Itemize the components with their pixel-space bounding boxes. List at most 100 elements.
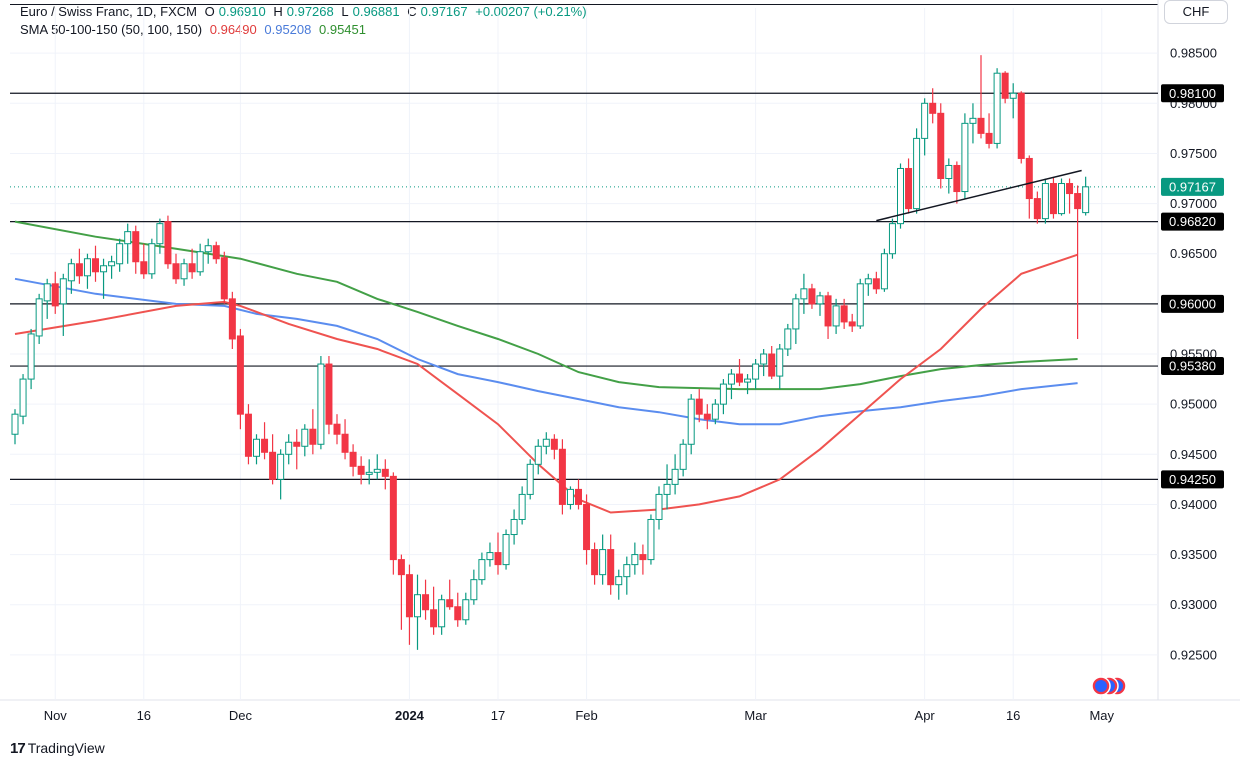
candle-up — [776, 348, 784, 377]
candle-up — [11, 413, 19, 435]
candle-up — [655, 493, 663, 520]
open-label: O — [204, 4, 215, 19]
x-tick-label: May — [1089, 708, 1114, 723]
sma50-value: 0.96490 — [209, 22, 257, 37]
candle-up — [67, 263, 75, 282]
candle-down — [293, 441, 301, 447]
candle-down — [1066, 183, 1074, 195]
candle-up — [19, 378, 27, 417]
candle-down — [1017, 92, 1025, 159]
candle-up — [945, 164, 953, 180]
candle-up — [800, 288, 808, 300]
candle-down — [349, 451, 357, 467]
candle-down — [454, 606, 462, 621]
tradingview-brand[interactable]: 17 TradingView — [10, 740, 105, 757]
symbol-title: Euro / Swiss Franc, 1D, FXCM — [20, 4, 197, 19]
candle-down — [1074, 193, 1082, 210]
x-tick-label: 16 — [137, 708, 151, 723]
candle-down — [929, 102, 937, 114]
candle-up — [832, 305, 840, 327]
candle-down — [92, 258, 99, 273]
candle-down — [736, 373, 743, 383]
candle-up — [760, 353, 768, 365]
candle-down — [341, 433, 349, 453]
close-value: 0.97167 — [420, 4, 468, 19]
candle-up — [438, 599, 446, 628]
candle-down — [953, 164, 961, 193]
candle-down — [808, 288, 816, 305]
candle-down — [236, 335, 244, 415]
candle-down — [1025, 157, 1033, 200]
candle-down — [381, 468, 389, 477]
candle-up — [671, 468, 679, 485]
candle-up — [462, 599, 470, 621]
candle-up — [478, 559, 486, 581]
candle-up — [414, 594, 421, 618]
y-tick-label: 0.92500 — [1170, 647, 1217, 662]
candle-up — [204, 245, 212, 253]
candle-down — [422, 594, 430, 611]
indicator-header[interactable]: SMA 50-100-150 (50, 100, 150) 0.96490 0.… — [20, 22, 370, 37]
candle-down — [1001, 72, 1009, 99]
sma50-line — [14, 253, 1078, 514]
candle-up — [864, 278, 872, 285]
sma100-value: 0.95208 — [264, 22, 312, 37]
candle-down — [872, 278, 880, 290]
sma-label: SMA 50-100-150 (50, 100, 150) — [20, 22, 203, 37]
low-value: 0.96881 — [352, 4, 400, 19]
candle-up — [623, 564, 631, 578]
candle-down — [164, 221, 172, 265]
candle-down — [1049, 183, 1057, 215]
level-price-badge — [1161, 212, 1224, 231]
candle-up — [1082, 186, 1090, 214]
trendline — [876, 169, 1082, 222]
candle-up — [277, 453, 285, 480]
y-tick-label: 0.94000 — [1170, 497, 1217, 512]
level-price-label: 0.96820 — [1169, 214, 1216, 229]
candle-up — [711, 403, 719, 420]
candle-up — [784, 328, 792, 350]
y-tick-label: 0.93000 — [1170, 597, 1217, 612]
candle-up — [526, 463, 534, 495]
candle-up — [373, 468, 381, 473]
candle-down — [937, 112, 945, 180]
candle-down — [261, 438, 269, 453]
candle-up — [253, 438, 260, 457]
candle-up — [792, 298, 800, 330]
currency-button[interactable]: CHF — [1164, 0, 1228, 24]
level-price-badge — [1161, 357, 1224, 376]
candle-down — [583, 503, 591, 551]
candle-down — [269, 451, 277, 480]
candle-up — [542, 438, 550, 447]
x-tick-label: Nov — [44, 708, 68, 723]
event-icons — [1091, 676, 1127, 696]
candle-down — [985, 132, 993, 144]
candle-down — [325, 363, 333, 425]
candle-down — [639, 554, 647, 561]
candle-down — [905, 167, 913, 210]
level-price-label: 0.95380 — [1169, 359, 1216, 374]
change-value: +0.00207 (+0.21%) — [475, 4, 587, 19]
candle-down — [446, 599, 454, 608]
candle-up — [727, 373, 735, 385]
candle-down — [228, 298, 236, 340]
x-tick-label: Feb — [575, 708, 597, 723]
candle-down — [397, 559, 405, 576]
last-price-label: 0.97167 — [1169, 179, 1216, 194]
level-price-label: 0.98100 — [1169, 86, 1216, 101]
candle-down — [494, 552, 502, 566]
candle-up — [969, 117, 977, 124]
candle-up — [1058, 183, 1065, 215]
y-tick-label: 0.94500 — [1170, 447, 1217, 462]
candle-down — [244, 413, 252, 457]
candle-up — [921, 102, 929, 139]
candle-up — [679, 443, 687, 470]
candle-up — [116, 243, 124, 265]
candle-up — [534, 445, 542, 465]
candle-down — [132, 231, 140, 263]
candle-up — [993, 72, 1001, 144]
candle-up — [897, 167, 904, 225]
candle-down — [848, 321, 856, 327]
candle-up — [719, 383, 727, 405]
